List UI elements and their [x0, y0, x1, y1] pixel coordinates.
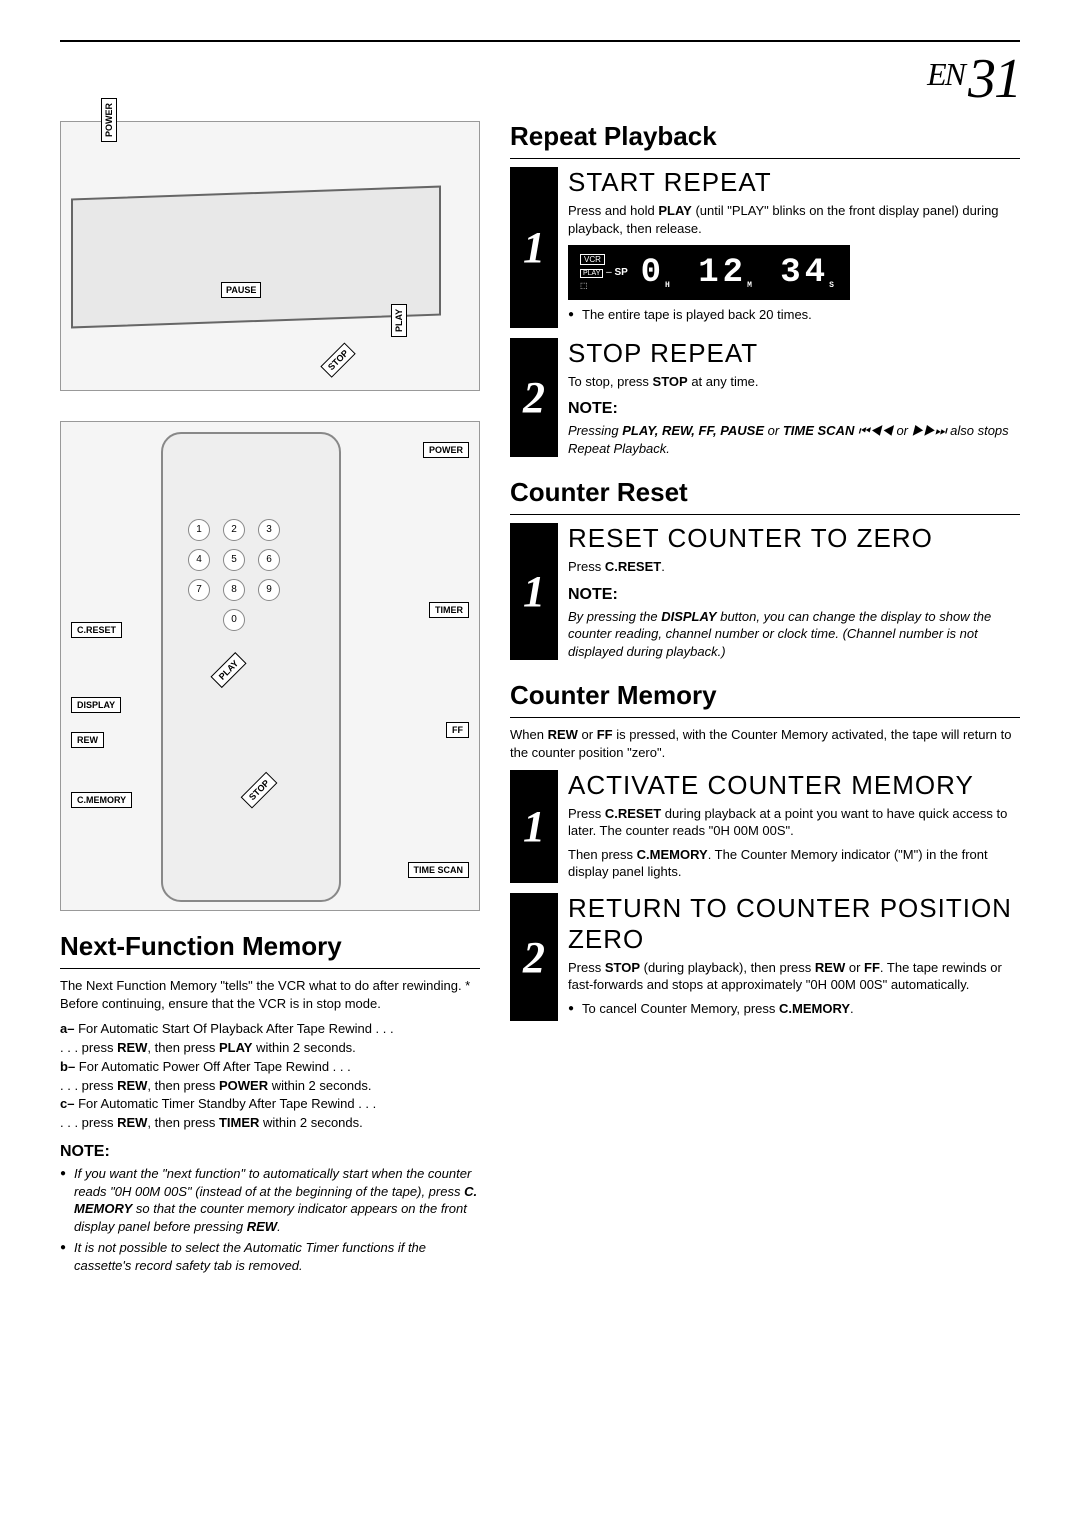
vcr-indicator: VCR: [580, 254, 605, 265]
label-power: POWER: [101, 98, 117, 142]
repeat-bullet: The entire tape is played back 20 times.: [568, 306, 1020, 324]
repeat-step-1: 1 START REPEAT Press and hold PLAY (unti…: [510, 167, 1020, 328]
nfm-item-b: b– For Automatic Power Off After Tape Re…: [60, 1058, 480, 1077]
keypad-7: 7: [188, 579, 210, 601]
nfm-note-label: NOTE:: [60, 1143, 480, 1161]
page-header: EN31: [60, 40, 1020, 111]
counter-display: 0H 12M 34S: [641, 254, 838, 292]
nfm-item-c-body: . . . press REW, then press TIMER within…: [60, 1114, 480, 1133]
page-prefix: EN: [927, 56, 964, 92]
activate-cm-p2: Then press C.MEMORY. The Counter Memory …: [568, 846, 1020, 881]
repeat-note-label: NOTE:: [568, 400, 1020, 418]
label-rew: REW: [71, 732, 104, 748]
page-num: 31: [968, 48, 1020, 110]
remote-illustration: 1 2 3 4 5 6 7 8 9 0 POWER TIMER C.RESET …: [60, 421, 480, 911]
nfm-item-a: a– For Automatic Start Of Playback After…: [60, 1020, 480, 1039]
keypad-4: 4: [188, 549, 210, 571]
label-power-remote: POWER: [423, 442, 469, 458]
label-cmemory: C.MEMORY: [71, 792, 132, 808]
keypad-9: 9: [258, 579, 280, 601]
next-function-title: Next-Function Memory: [60, 931, 480, 969]
counter-reset-step-1: 1 RESET COUNTER TO ZERO Press C.RESET. N…: [510, 523, 1020, 660]
nfm-note-1: If you want the "next function" to autom…: [60, 1165, 480, 1235]
keypad-8: 8: [223, 579, 245, 601]
label-display: DISPLAY: [71, 697, 121, 713]
counter-memory-step-1: 1 ACTIVATE COUNTER MEMORY Press C.RESET …: [510, 770, 1020, 883]
cr-note-label: NOTE:: [568, 586, 1020, 604]
left-column: POWER PAUSE STOP PLAY 1 2 3 4 5 6 7 8 9 …: [60, 121, 480, 1278]
repeat-title: Repeat Playback: [510, 121, 1020, 159]
cancel-cm-bullet: To cancel Counter Memory, press C.MEMORY…: [568, 1000, 1020, 1018]
right-column: Repeat Playback 1 START REPEAT Press and…: [510, 121, 1020, 1278]
cr-step-number: 1: [510, 523, 558, 660]
return-zero-instr: Press STOP (during playback), then press…: [568, 959, 1020, 994]
remote-body: 1 2 3 4 5 6 7 8 9 0: [161, 432, 341, 902]
nfm-item-a-body: . . . press REW, then press PLAY within …: [60, 1039, 480, 1058]
cm-step-number-1: 1: [510, 770, 558, 883]
page-number: EN31: [927, 48, 1020, 110]
next-function-intro: The Next Function Memory "tells" the VCR…: [60, 977, 480, 1012]
sp-indicator: SP: [615, 267, 628, 278]
keypad-1: 1: [188, 519, 210, 541]
return-zero-title: RETURN TO COUNTER POSITION ZERO: [568, 893, 1020, 955]
stop-repeat-instr: To stop, press STOP at any time.: [568, 373, 1020, 391]
counter-memory-title: Counter Memory: [510, 680, 1020, 718]
label-stop: STOP: [320, 342, 356, 378]
nfm-item-c: c– For Automatic Timer Standby After Tap…: [60, 1095, 480, 1114]
label-timescan: TIME SCAN: [408, 862, 470, 878]
label-play: PLAY: [391, 304, 407, 337]
cm-step-number-2: 2: [510, 893, 558, 1022]
nfm-item-b-body: . . . press REW, then press POWER within…: [60, 1077, 480, 1096]
cr-note: By pressing the DISPLAY button, you can …: [568, 608, 1020, 661]
keypad-6: 6: [258, 549, 280, 571]
nfm-note-2: It is not possible to select the Automat…: [60, 1239, 480, 1274]
label-creset: C.RESET: [71, 622, 122, 638]
keypad-3: 3: [258, 519, 280, 541]
repeat-note: Pressing PLAY, REW, FF, PAUSE or TIME SC…: [568, 422, 1020, 457]
label-pause: PAUSE: [221, 282, 261, 298]
reset-counter-instr: Press C.RESET.: [568, 558, 1020, 576]
play-indicator: PLAY: [580, 269, 603, 278]
vcr-body: [71, 186, 441, 329]
activate-cm-title: ACTIVATE COUNTER MEMORY: [568, 770, 1020, 801]
main-columns: POWER PAUSE STOP PLAY 1 2 3 4 5 6 7 8 9 …: [60, 121, 1020, 1278]
step-number-1: 1: [510, 167, 558, 328]
vcr-illustration: POWER PAUSE STOP PLAY: [60, 121, 480, 391]
keypad-5: 5: [223, 549, 245, 571]
keypad-2: 2: [223, 519, 245, 541]
counter-memory-intro: When REW or FF is pressed, with the Coun…: [510, 726, 1020, 761]
counter-reset-title: Counter Reset: [510, 477, 1020, 515]
label-ff: FF: [446, 722, 469, 738]
start-repeat-instr: Press and hold PLAY (until "PLAY" blinks…: [568, 202, 1020, 237]
keypad-0: 0: [223, 609, 245, 631]
counter-memory-step-2: 2 RETURN TO COUNTER POSITION ZERO Press …: [510, 893, 1020, 1022]
label-timer: TIMER: [429, 602, 469, 618]
step-number-2: 2: [510, 338, 558, 458]
vcr-display-panel: VCR PLAY – SP ⬚ 0H 12M 34S: [568, 245, 850, 300]
repeat-step-2: 2 STOP REPEAT To stop, press STOP at any…: [510, 338, 1020, 458]
reset-counter-title: RESET COUNTER TO ZERO: [568, 523, 1020, 554]
start-repeat-title: START REPEAT: [568, 167, 1020, 198]
stop-repeat-title: STOP REPEAT: [568, 338, 1020, 369]
activate-cm-p1: Press C.RESET during playback at a point…: [568, 805, 1020, 840]
